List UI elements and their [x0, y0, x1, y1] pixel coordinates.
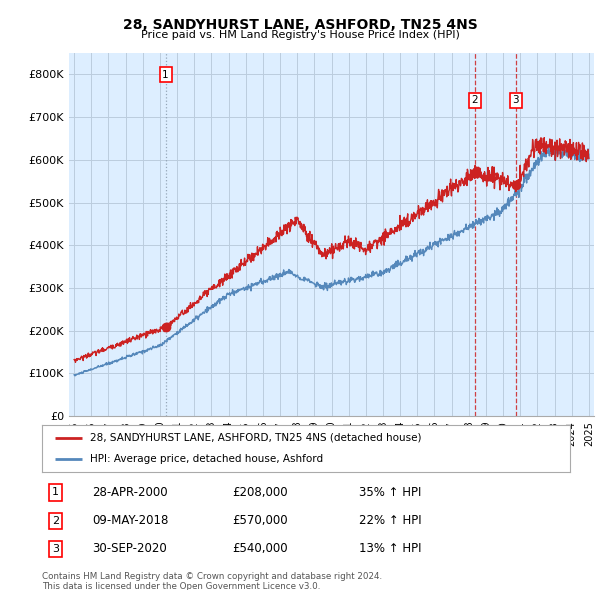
- Text: 13% ↑ HPI: 13% ↑ HPI: [359, 542, 421, 555]
- Text: 28, SANDYHURST LANE, ASHFORD, TN25 4NS: 28, SANDYHURST LANE, ASHFORD, TN25 4NS: [122, 18, 478, 32]
- Text: 2: 2: [472, 95, 478, 105]
- Text: 1: 1: [162, 70, 169, 80]
- Text: 3: 3: [52, 544, 59, 554]
- Text: 28-APR-2000: 28-APR-2000: [92, 486, 168, 499]
- Text: 2: 2: [52, 516, 59, 526]
- Text: 3: 3: [512, 95, 519, 105]
- Text: £570,000: £570,000: [232, 514, 288, 527]
- Text: This data is licensed under the Open Government Licence v3.0.: This data is licensed under the Open Gov…: [42, 582, 320, 590]
- Text: 22% ↑ HPI: 22% ↑ HPI: [359, 514, 421, 527]
- Text: 1: 1: [52, 487, 59, 497]
- Text: HPI: Average price, detached house, Ashford: HPI: Average price, detached house, Ashf…: [89, 454, 323, 464]
- Text: 30-SEP-2020: 30-SEP-2020: [92, 542, 167, 555]
- Text: Contains HM Land Registry data © Crown copyright and database right 2024.: Contains HM Land Registry data © Crown c…: [42, 572, 382, 581]
- Text: 09-MAY-2018: 09-MAY-2018: [92, 514, 169, 527]
- Text: 35% ↑ HPI: 35% ↑ HPI: [359, 486, 421, 499]
- Text: £208,000: £208,000: [232, 486, 288, 499]
- Text: 28, SANDYHURST LANE, ASHFORD, TN25 4NS (detached house): 28, SANDYHURST LANE, ASHFORD, TN25 4NS (…: [89, 432, 421, 442]
- Text: Price paid vs. HM Land Registry's House Price Index (HPI): Price paid vs. HM Land Registry's House …: [140, 30, 460, 40]
- Text: £540,000: £540,000: [232, 542, 288, 555]
